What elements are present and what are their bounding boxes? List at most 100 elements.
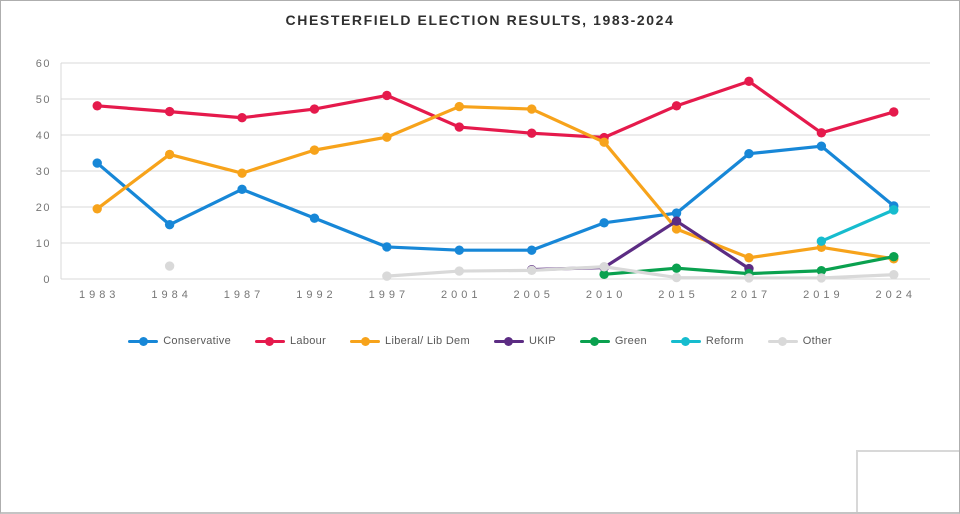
series-conservative[interactable] bbox=[92, 141, 899, 255]
legend-series-marker-icon bbox=[670, 336, 701, 346]
data-point-marker[interactable] bbox=[309, 104, 320, 114]
data-point-marker[interactable] bbox=[671, 101, 682, 111]
legend-item-conservative[interactable]: Conservative bbox=[128, 335, 231, 347]
data-point-marker[interactable] bbox=[527, 265, 537, 276]
data-point-marker[interactable] bbox=[889, 205, 899, 215]
data-point-marker[interactable] bbox=[816, 236, 827, 246]
x-axis-tick-label: 2010 bbox=[586, 289, 626, 301]
data-point-marker[interactable] bbox=[599, 218, 609, 228]
data-point-marker[interactable] bbox=[527, 104, 537, 114]
data-point-marker[interactable] bbox=[237, 113, 247, 123]
data-point-marker[interactable] bbox=[454, 245, 464, 255]
legend-series-marker-icon bbox=[254, 336, 285, 346]
data-point-marker[interactable] bbox=[382, 242, 392, 252]
data-point-marker[interactable] bbox=[382, 90, 392, 101]
y-axis-tick-label: 60 bbox=[36, 58, 51, 70]
legend-label: Liberal/ Lib Dem bbox=[385, 335, 470, 347]
data-point-marker[interactable] bbox=[382, 271, 392, 281]
adjacent-object-border bbox=[856, 450, 959, 512]
data-point-marker[interactable] bbox=[164, 149, 175, 160]
legend-item-other[interactable]: Other bbox=[767, 335, 832, 347]
data-point-marker[interactable] bbox=[164, 261, 175, 271]
data-point-marker[interactable] bbox=[92, 158, 102, 168]
y-axis-tick-label: 40 bbox=[36, 130, 51, 142]
data-point-marker[interactable] bbox=[92, 101, 102, 111]
data-point-marker[interactable] bbox=[309, 145, 320, 155]
series-other[interactable] bbox=[164, 261, 899, 283]
x-axis-tick-label: 1983 bbox=[79, 289, 119, 301]
series-line[interactable] bbox=[95, 79, 896, 140]
x-axis-tick-label: 1992 bbox=[296, 289, 336, 301]
data-point-marker[interactable] bbox=[164, 219, 175, 230]
data-point-marker[interactable] bbox=[309, 213, 320, 223]
series-liberal-lib-dem[interactable] bbox=[92, 101, 899, 264]
x-axis-tick-label: 2015 bbox=[658, 289, 698, 301]
data-point-marker[interactable] bbox=[454, 122, 464, 132]
chart-title[interactable]: CHESTERFIELD ELECTION RESULTS, 1983-2024 bbox=[285, 12, 675, 28]
data-point-marker[interactable] bbox=[164, 106, 175, 117]
data-point-marker[interactable] bbox=[527, 128, 537, 138]
series-line[interactable] bbox=[819, 208, 896, 243]
data-point-marker[interactable] bbox=[816, 128, 827, 138]
data-point-marker[interactable] bbox=[237, 184, 247, 195]
chart-legend: Conservative Labour Liberal/ Lib Dem UKIP Gr… bbox=[1, 335, 959, 347]
legend-series-marker-icon bbox=[767, 336, 798, 346]
y-axis-tick-label: 10 bbox=[36, 238, 51, 250]
x-axis-tick-label: 1987 bbox=[224, 289, 264, 301]
legend-series-marker-icon bbox=[128, 336, 159, 346]
series-line[interactable] bbox=[385, 265, 896, 280]
data-point-marker[interactable] bbox=[382, 132, 392, 142]
legend-item-ukip[interactable]: UKIP bbox=[493, 335, 556, 347]
x-axis-tick-label: 2017 bbox=[731, 289, 771, 301]
data-point-marker[interactable] bbox=[454, 266, 464, 276]
data-point-marker[interactable] bbox=[816, 141, 827, 151]
legend-label: Green bbox=[614, 335, 647, 347]
data-point-marker[interactable] bbox=[599, 269, 609, 280]
data-point-marker[interactable] bbox=[889, 269, 899, 280]
data-point-marker[interactable] bbox=[744, 273, 754, 283]
data-point-marker[interactable] bbox=[599, 137, 609, 147]
legend-series-marker-icon bbox=[350, 336, 381, 346]
data-point-marker[interactable] bbox=[816, 266, 827, 276]
data-point-marker[interactable] bbox=[889, 107, 899, 117]
data-point-marker[interactable] bbox=[889, 251, 899, 262]
legend-label: Labour bbox=[289, 335, 327, 347]
data-point-marker[interactable] bbox=[671, 224, 682, 234]
data-point-marker[interactable] bbox=[671, 263, 682, 273]
legend-item-labour[interactable]: Labour bbox=[254, 335, 327, 347]
y-axis-tick-label: 20 bbox=[36, 202, 51, 214]
series-reform[interactable] bbox=[816, 205, 899, 246]
data-point-marker[interactable] bbox=[527, 245, 537, 255]
data-point-marker[interactable] bbox=[671, 272, 682, 283]
series-labour[interactable] bbox=[92, 76, 899, 143]
series-line[interactable] bbox=[530, 219, 751, 272]
y-axis-tick-label: 0 bbox=[43, 274, 51, 286]
data-point-marker[interactable] bbox=[237, 168, 247, 178]
legend-label: UKIP bbox=[528, 335, 556, 347]
data-point-marker[interactable] bbox=[92, 204, 102, 214]
legend-label: Conservative bbox=[163, 335, 231, 347]
x-axis-tick-label: 2019 bbox=[803, 289, 843, 301]
legend-series-marker-icon bbox=[493, 336, 524, 346]
series-line[interactable] bbox=[95, 104, 896, 261]
data-point-marker[interactable] bbox=[671, 208, 682, 218]
legend-item-green[interactable]: Green bbox=[579, 335, 647, 347]
data-point-marker[interactable] bbox=[599, 262, 609, 272]
y-axis-tick-label: 30 bbox=[36, 166, 51, 178]
legend-label: Reform bbox=[705, 335, 744, 347]
data-point-marker[interactable] bbox=[671, 216, 682, 226]
data-point-marker[interactable] bbox=[816, 273, 827, 283]
x-axis-tick-label: 2005 bbox=[513, 289, 553, 301]
x-axis-tick-label: 1984 bbox=[151, 289, 191, 301]
data-point-marker[interactable] bbox=[744, 253, 754, 263]
data-point-marker[interactable] bbox=[744, 149, 754, 159]
legend-label: Other bbox=[802, 335, 832, 347]
data-point-marker[interactable] bbox=[454, 101, 464, 112]
data-point-marker[interactable] bbox=[744, 76, 754, 87]
series-line[interactable] bbox=[95, 144, 896, 252]
legend-item-liberal-lib-dem[interactable]: Liberal/ Lib Dem bbox=[350, 335, 470, 347]
legend-series-marker-icon bbox=[579, 336, 610, 346]
legend-item-reform[interactable]: Reform bbox=[670, 335, 744, 347]
